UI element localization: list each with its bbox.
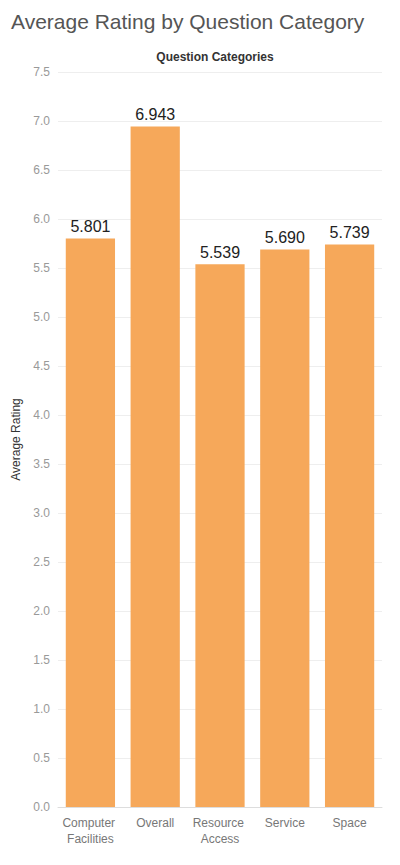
svg-text:Service: Service [265,816,305,830]
svg-text:Computer: Computer [62,816,118,830]
svg-text:3.0: 3.0 [33,506,50,520]
svg-text:5.739: 5.739 [330,224,370,241]
svg-text:6.0: 6.0 [33,212,50,226]
svg-text:7.0: 7.0 [33,114,50,128]
svg-text:1.5: 1.5 [33,653,50,667]
svg-text:4.0: 4.0 [33,408,50,422]
svg-text:Space: Space [333,816,367,830]
svg-text:0.0: 0.0 [33,800,50,814]
svg-text:1.0: 1.0 [33,702,50,716]
svg-text:5.690: 5.690 [265,229,305,246]
svg-text:Facilities: Facilities [67,832,114,846]
svg-text:6.5: 6.5 [33,163,50,177]
svg-text:0.5: 0.5 [33,751,50,765]
svg-text:5.801: 5.801 [70,218,110,235]
svg-text:Resource: Resource [193,816,248,830]
svg-text:5.539: 5.539 [200,244,240,261]
svg-text:5.0: 5.0 [33,310,50,324]
svg-text:3.5: 3.5 [33,457,50,471]
svg-text:Overall: Overall [136,816,174,830]
svg-text:7.5: 7.5 [33,65,50,79]
svg-text:2.0: 2.0 [33,604,50,618]
svg-text:Average Rating by Question Cat: Average Rating by Question Category [11,10,365,33]
svg-text:Question Categories: Question Categories [156,50,274,64]
svg-text:2.5: 2.5 [33,555,50,569]
svg-text:Access: Access [201,832,240,846]
svg-text:Average Rating: Average Rating [9,398,23,481]
svg-text:5.5: 5.5 [33,261,50,275]
svg-text:4.5: 4.5 [33,359,50,373]
svg-text:6.943: 6.943 [135,106,175,123]
